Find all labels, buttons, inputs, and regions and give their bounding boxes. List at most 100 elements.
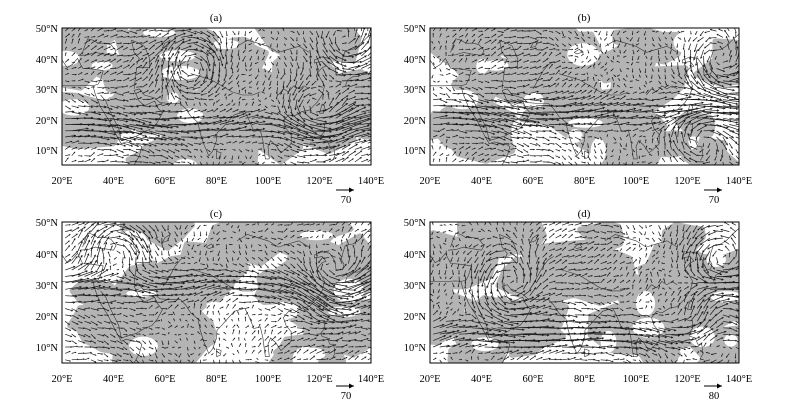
wind-vector-head bbox=[308, 332, 311, 335]
coastline bbox=[574, 48, 583, 55]
wind-vector-head bbox=[591, 129, 593, 132]
wind-vector-head bbox=[739, 94, 741, 97]
wind-vector bbox=[722, 161, 724, 165]
wind-vector-head bbox=[547, 143, 550, 146]
wind-vector-head bbox=[219, 50, 222, 52]
wind-vector bbox=[328, 101, 339, 113]
wind-vector-head bbox=[677, 90, 680, 93]
wind-vector-head bbox=[88, 39, 91, 42]
wind-vector-head bbox=[203, 141, 205, 144]
wind-vector-head bbox=[122, 138, 125, 142]
wind-vector-head bbox=[82, 160, 84, 163]
wind-vector-head bbox=[194, 32, 197, 35]
wind-vector-head bbox=[334, 349, 336, 352]
wind-vector bbox=[142, 136, 157, 140]
wind-vector-head bbox=[718, 28, 721, 31]
wind-vector bbox=[664, 112, 681, 119]
wind-vector-head bbox=[734, 141, 738, 144]
wind-vector-head bbox=[211, 72, 215, 75]
wind-vector-head bbox=[711, 67, 713, 70]
wind-vector-head bbox=[521, 151, 523, 153]
wind-vector-head bbox=[187, 74, 189, 77]
wind-vector bbox=[283, 130, 300, 137]
wind-vector-head bbox=[144, 334, 146, 337]
wind-vector-head bbox=[73, 28, 76, 30]
wind-vector-head bbox=[577, 157, 580, 159]
wind-vector bbox=[516, 117, 537, 123]
wind-vector-head bbox=[298, 105, 301, 108]
wind-vector-head bbox=[546, 125, 549, 129]
wind-vector-head bbox=[494, 65, 497, 67]
wind-vector-head bbox=[264, 70, 266, 73]
wind-vector-head bbox=[679, 38, 682, 40]
wind-vector-head bbox=[547, 79, 550, 82]
wind-vector-head bbox=[201, 46, 205, 49]
wind-vector-head bbox=[623, 101, 626, 105]
reference-arrowhead-icon bbox=[349, 187, 354, 193]
wind-vector-head bbox=[559, 145, 562, 148]
wind-vector-head bbox=[73, 151, 76, 154]
wind-vector-head bbox=[272, 63, 274, 65]
wind-vector-head bbox=[173, 151, 175, 154]
wind-vector-head bbox=[624, 130, 627, 133]
wind-vector bbox=[523, 124, 539, 127]
wind-vector-head bbox=[433, 63, 435, 65]
wind-vector-head bbox=[270, 112, 273, 115]
wind-vector bbox=[697, 86, 711, 94]
wind-vector-head bbox=[319, 123, 322, 126]
wind-vector-head bbox=[81, 155, 83, 157]
wind-vector-head bbox=[743, 113, 745, 116]
wind-vector-head bbox=[64, 89, 67, 91]
wind-vector bbox=[523, 111, 544, 116]
panel-b-reference-vector: 70 bbox=[704, 187, 722, 206]
wind-vector-head bbox=[257, 330, 260, 332]
wind-vector bbox=[296, 142, 309, 148]
wind-vector bbox=[709, 111, 732, 116]
wind-vector bbox=[245, 120, 259, 125]
wind-vector-head bbox=[275, 97, 278, 100]
wind-vector-head bbox=[324, 101, 326, 104]
wind-vector bbox=[611, 161, 614, 165]
wind-vector-head bbox=[482, 53, 485, 56]
wind-vector-head bbox=[482, 142, 484, 144]
wind-vector-head bbox=[69, 107, 71, 110]
wind-vector-head bbox=[230, 108, 233, 110]
wind-vector-head bbox=[113, 47, 116, 50]
wind-vector-head bbox=[160, 40, 163, 43]
wind-vector-head bbox=[537, 120, 540, 124]
wind-vector-head bbox=[554, 136, 557, 139]
wind-vector-head bbox=[435, 135, 438, 137]
wind-vector-head bbox=[595, 88, 598, 91]
wind-vector-head bbox=[121, 45, 124, 48]
wind-vector-head bbox=[564, 36, 566, 38]
wind-vector-head bbox=[309, 62, 312, 64]
wind-vector-head bbox=[583, 39, 585, 42]
wind-vector-head bbox=[357, 35, 360, 38]
wind-vector-head bbox=[262, 43, 264, 45]
wind-vector-head bbox=[253, 330, 256, 333]
wind-vector-head bbox=[295, 345, 298, 348]
wind-vector-head bbox=[83, 335, 86, 337]
wind-vector-head bbox=[636, 128, 639, 130]
wind-vector-head bbox=[302, 33, 305, 35]
wind-vector-head bbox=[198, 354, 200, 356]
wind-vector-head bbox=[693, 50, 696, 52]
wind-vector-head bbox=[602, 106, 605, 110]
wind-vector bbox=[735, 71, 739, 75]
wind-vector-head bbox=[317, 35, 320, 38]
panel-b: (b) 50°N 40°N 30°N 20°N 10°N 20°E 40°E 6… bbox=[404, 12, 752, 206]
wind-vector-head bbox=[171, 53, 174, 56]
wind-vector bbox=[606, 110, 624, 113]
wind-vector-head bbox=[459, 100, 462, 103]
wind-vector-head bbox=[462, 137, 465, 139]
wind-vector-head bbox=[557, 78, 560, 80]
wind-vector-head bbox=[703, 95, 706, 99]
wind-vector-head bbox=[637, 50, 639, 52]
wind-vector-head bbox=[468, 48, 471, 51]
wind-vector-head bbox=[641, 161, 644, 163]
wind-vector bbox=[161, 124, 179, 128]
wind-vector-head bbox=[679, 31, 681, 33]
wind-vector-head bbox=[587, 115, 591, 118]
wind-vector-head bbox=[88, 335, 91, 338]
wind-vector-head bbox=[199, 102, 201, 104]
